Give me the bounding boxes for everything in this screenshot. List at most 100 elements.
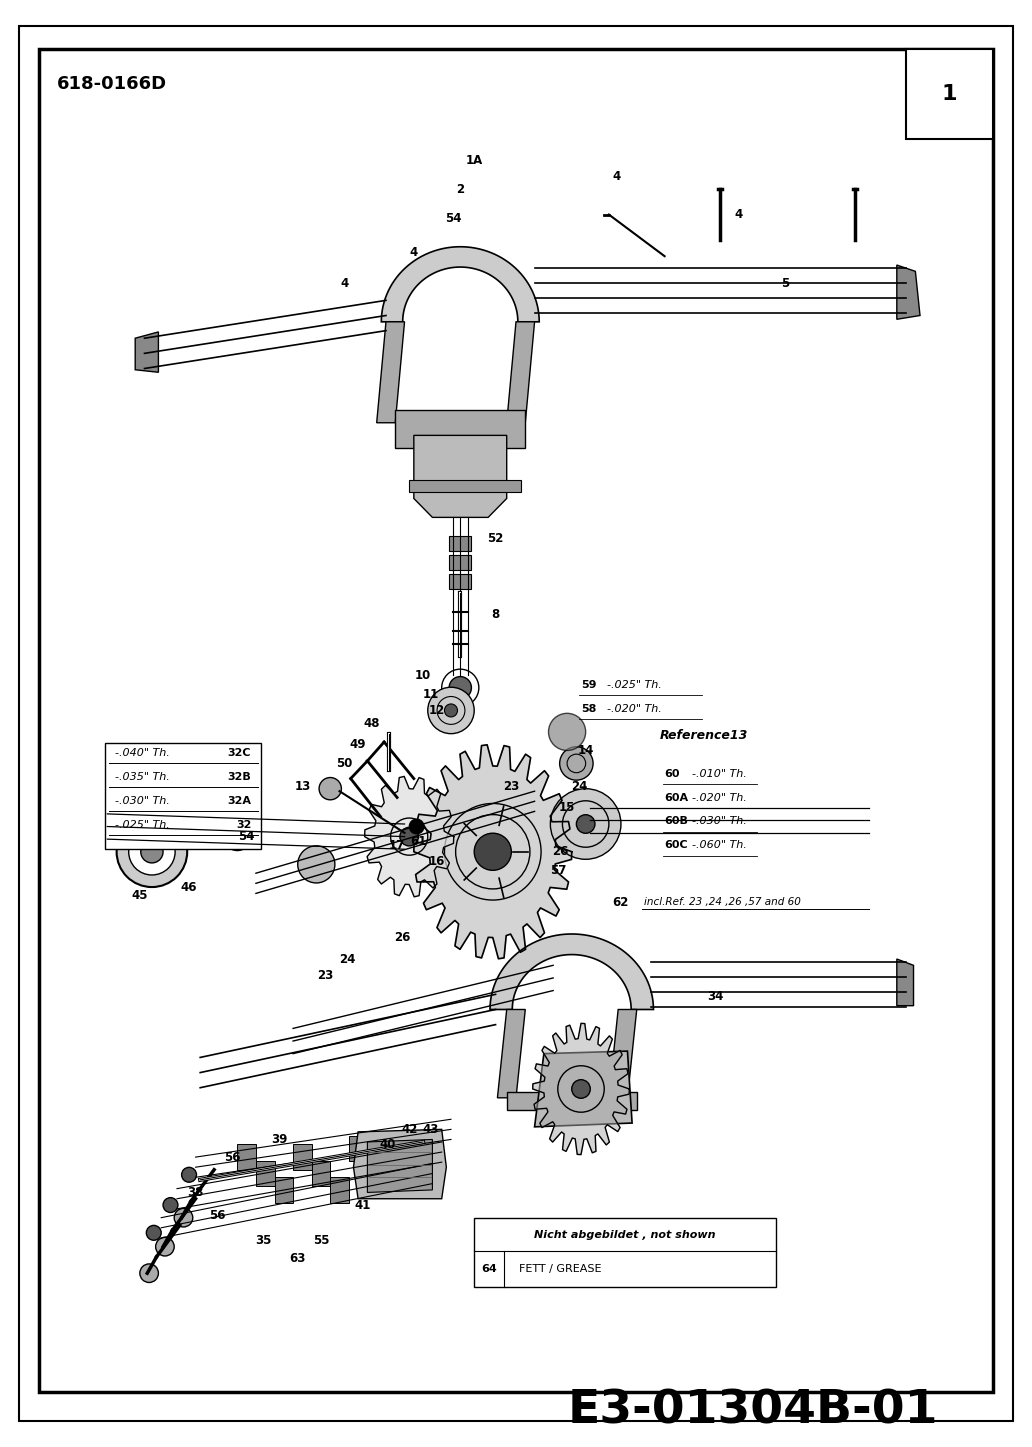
Polygon shape xyxy=(382,247,539,321)
Text: -.025" Th.: -.025" Th. xyxy=(115,820,169,831)
Text: 2: 2 xyxy=(456,182,464,195)
Polygon shape xyxy=(535,1051,632,1127)
Text: 1A: 1A xyxy=(465,153,483,166)
Text: 32B: 32B xyxy=(227,773,251,783)
Polygon shape xyxy=(490,933,653,1010)
Polygon shape xyxy=(507,1091,637,1110)
Circle shape xyxy=(174,1208,193,1227)
Text: 26: 26 xyxy=(552,845,569,858)
Circle shape xyxy=(139,1263,159,1282)
Circle shape xyxy=(147,1226,161,1240)
Circle shape xyxy=(576,815,594,833)
Polygon shape xyxy=(414,436,507,518)
Text: 57: 57 xyxy=(550,864,566,877)
Polygon shape xyxy=(275,1178,293,1202)
Text: 60A: 60A xyxy=(665,793,688,803)
Text: 23: 23 xyxy=(318,969,333,983)
Text: 46: 46 xyxy=(181,881,197,894)
Polygon shape xyxy=(497,1010,525,1098)
Polygon shape xyxy=(353,1129,446,1198)
Polygon shape xyxy=(897,265,921,320)
Text: Reference13: Reference13 xyxy=(660,729,748,742)
Circle shape xyxy=(129,829,175,875)
Text: 60: 60 xyxy=(665,768,680,778)
Text: 39: 39 xyxy=(271,1133,287,1146)
Polygon shape xyxy=(609,1010,637,1098)
Circle shape xyxy=(559,747,593,780)
Text: 55: 55 xyxy=(313,1234,329,1247)
Text: 52: 52 xyxy=(487,532,504,546)
Text: 61: 61 xyxy=(411,835,426,848)
Text: 62: 62 xyxy=(612,896,628,909)
Polygon shape xyxy=(237,1145,256,1169)
Polygon shape xyxy=(533,1023,630,1155)
Polygon shape xyxy=(395,410,525,449)
Text: 42: 42 xyxy=(401,1123,417,1136)
Polygon shape xyxy=(367,1139,432,1192)
Text: 10: 10 xyxy=(415,669,431,682)
Circle shape xyxy=(117,816,187,887)
Text: 1: 1 xyxy=(941,84,958,104)
Text: 23: 23 xyxy=(504,780,519,793)
Circle shape xyxy=(223,823,251,851)
Text: 24: 24 xyxy=(571,780,587,793)
Text: -.035" Th.: -.035" Th. xyxy=(115,773,169,783)
Text: 12: 12 xyxy=(429,703,445,716)
Text: 59: 59 xyxy=(581,680,596,690)
Text: 40: 40 xyxy=(380,1137,396,1150)
Text: FETT / GREASE: FETT / GREASE xyxy=(519,1265,602,1273)
Text: 26: 26 xyxy=(394,930,411,943)
Polygon shape xyxy=(449,556,472,570)
Polygon shape xyxy=(409,479,520,492)
Text: 15: 15 xyxy=(559,802,575,815)
Circle shape xyxy=(572,1079,590,1098)
Text: 56: 56 xyxy=(208,1208,225,1221)
Circle shape xyxy=(399,828,419,846)
Circle shape xyxy=(182,1168,196,1182)
Text: -.020" Th.: -.020" Th. xyxy=(692,793,747,803)
Polygon shape xyxy=(349,1136,367,1160)
Text: E3-01304B-01: E3-01304B-01 xyxy=(568,1388,939,1434)
Circle shape xyxy=(319,777,342,800)
Text: 38: 38 xyxy=(188,1187,203,1200)
Circle shape xyxy=(550,789,621,860)
Text: -.030" Th.: -.030" Th. xyxy=(692,816,747,826)
Text: 5: 5 xyxy=(781,278,789,291)
Text: -.010" Th.: -.010" Th. xyxy=(692,768,747,778)
Text: 32A: 32A xyxy=(227,796,251,806)
Text: 41: 41 xyxy=(355,1198,370,1211)
Text: 32C: 32C xyxy=(228,748,251,758)
Text: 43: 43 xyxy=(422,1123,439,1136)
Text: -.025" Th.: -.025" Th. xyxy=(607,680,662,690)
Text: 4: 4 xyxy=(410,246,418,259)
Bar xyxy=(475,1218,776,1286)
Circle shape xyxy=(297,846,334,883)
Circle shape xyxy=(445,703,457,716)
Text: Nicht abgebildet , not shown: Nicht abgebildet , not shown xyxy=(535,1230,716,1240)
Polygon shape xyxy=(507,321,535,423)
Circle shape xyxy=(163,1198,178,1213)
Text: 64: 64 xyxy=(481,1265,497,1273)
Polygon shape xyxy=(312,1160,330,1187)
Text: 56: 56 xyxy=(225,1150,240,1163)
Text: 8: 8 xyxy=(491,608,499,621)
Text: 618-0166D: 618-0166D xyxy=(57,75,167,93)
Text: 50: 50 xyxy=(336,757,352,770)
Circle shape xyxy=(427,687,474,734)
Text: 16: 16 xyxy=(429,855,445,868)
Text: 54: 54 xyxy=(445,211,461,224)
Text: 54: 54 xyxy=(238,831,255,844)
Text: 11: 11 xyxy=(422,687,439,700)
Text: 60B: 60B xyxy=(665,816,688,826)
Circle shape xyxy=(409,819,424,833)
Text: 32: 32 xyxy=(236,820,251,831)
Text: 60C: 60C xyxy=(665,841,688,851)
Text: 49: 49 xyxy=(350,738,366,751)
Polygon shape xyxy=(449,537,472,551)
Text: 13: 13 xyxy=(294,780,311,793)
Text: 17: 17 xyxy=(389,839,406,852)
Text: 35: 35 xyxy=(255,1234,271,1247)
Polygon shape xyxy=(897,959,913,1006)
Bar xyxy=(906,49,993,139)
Polygon shape xyxy=(377,321,405,423)
